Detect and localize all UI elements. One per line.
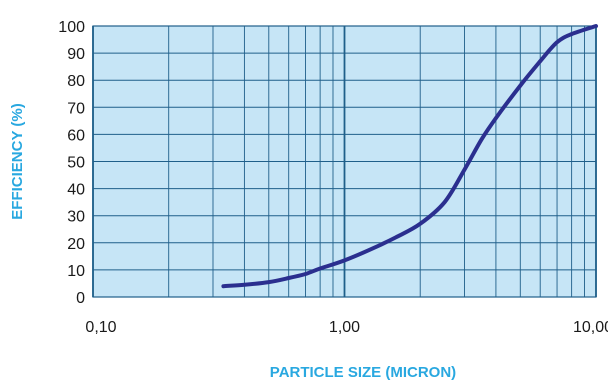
x-tick-label: 1,00 <box>329 319 360 336</box>
x-tick-label: 10,00 <box>573 319 608 336</box>
y-axis-title: EFFICIENCY (%) <box>9 103 26 219</box>
vertical-gridlines <box>92 26 597 297</box>
efficiency-curve <box>221 24 598 289</box>
x-tick-labels: 0,10 1,00 10,00 <box>85 319 608 336</box>
y-tick-label: 80 <box>67 73 85 90</box>
y-tick-label: 70 <box>67 100 85 117</box>
y-tick-label: 0 <box>76 290 85 307</box>
y-tick-label: 100 <box>58 19 85 36</box>
y-tick-label: 90 <box>67 46 85 63</box>
y-tick-label: 50 <box>67 155 85 172</box>
y-tick-label: 30 <box>67 209 85 226</box>
y-tick-label: 40 <box>67 182 85 199</box>
y-tick-labels: 0 10 20 30 40 50 60 70 80 90 100 <box>58 19 85 307</box>
y-tick-label: 20 <box>67 236 85 253</box>
x-axis-title: PARTICLE SIZE (MICRON) <box>270 364 456 381</box>
y-tick-label: 60 <box>67 127 85 144</box>
x-tick-label: 0,10 <box>85 319 116 336</box>
y-tick-label: 10 <box>67 263 85 280</box>
